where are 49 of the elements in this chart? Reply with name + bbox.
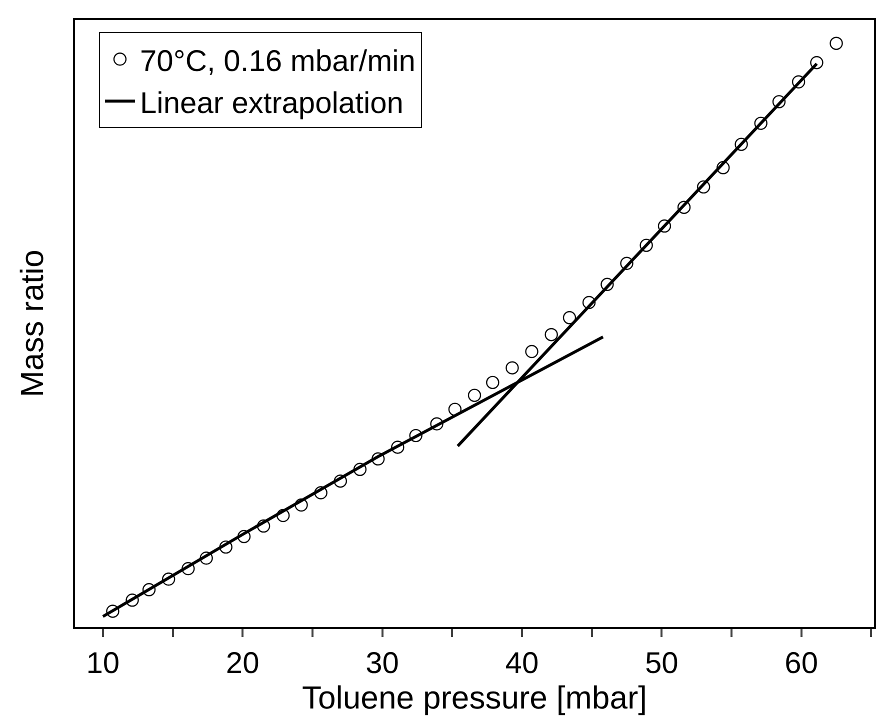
point: [106, 604, 120, 618]
x-tick-label: 10: [86, 646, 120, 680]
point: [391, 440, 404, 454]
legend-label: 70°C, 0.16 mbar/min: [140, 44, 416, 78]
y-axis-title: Mass ratio: [14, 250, 50, 398]
point: [182, 562, 195, 576]
point: [162, 572, 176, 586]
point: [409, 428, 422, 442]
point: [810, 56, 824, 70]
point: [830, 36, 843, 50]
point: [582, 296, 596, 310]
point: [372, 452, 385, 466]
point: [716, 161, 730, 174]
point: [506, 361, 519, 374]
point: [294, 498, 308, 512]
point: [200, 552, 213, 565]
x-tick-label: 30: [366, 646, 399, 680]
point: [334, 474, 347, 488]
point: [600, 278, 614, 291]
x-tick-label: 20: [226, 646, 260, 680]
point: [734, 138, 748, 151]
point: [237, 530, 251, 544]
x-axis-title: Toluene pressure [mbar]: [302, 680, 648, 716]
point: [448, 402, 462, 416]
point: [772, 95, 786, 108]
point: [525, 344, 538, 358]
point: [486, 376, 500, 390]
point: [276, 508, 290, 522]
point: [126, 594, 139, 607]
point: [658, 219, 672, 233]
point: [314, 486, 328, 500]
x-tick-label: 60: [784, 646, 818, 680]
x-tick-label: 40: [505, 646, 539, 680]
point: [620, 256, 634, 270]
point: [696, 180, 710, 194]
point: [544, 328, 558, 342]
point: [430, 417, 444, 430]
point: [142, 583, 156, 596]
point: [562, 311, 576, 324]
point: [256, 519, 270, 533]
point: [468, 388, 482, 402]
point: [353, 462, 367, 476]
point: [754, 116, 768, 130]
point: [219, 540, 232, 554]
point: [677, 200, 691, 214]
legend-label: Linear extrapolation: [140, 86, 404, 120]
point: [792, 75, 806, 88]
point: [640, 238, 653, 252]
x-tick-label: 50: [644, 646, 678, 680]
